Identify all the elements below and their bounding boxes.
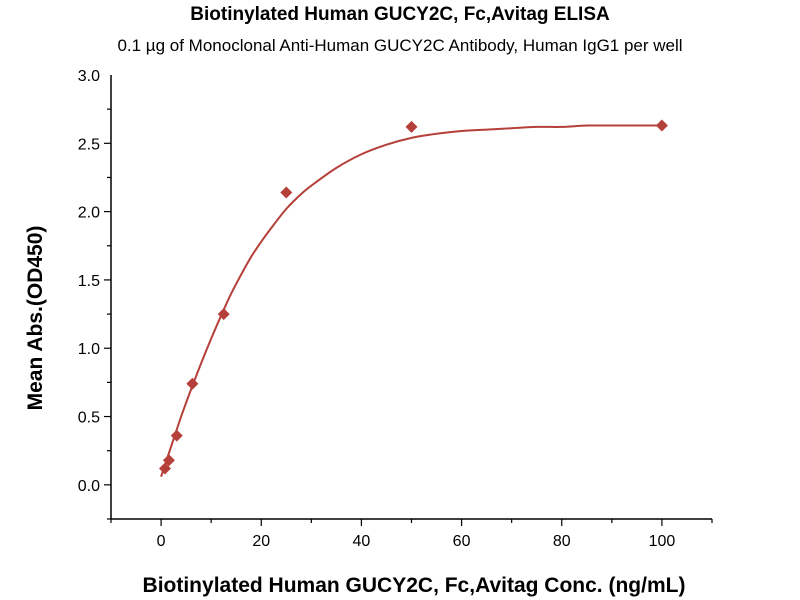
x-tick-label: 60: [453, 533, 471, 550]
y-tick-label: 2.5: [78, 136, 100, 153]
data-point: [405, 120, 418, 133]
y-tick-label: 2.0: [78, 205, 100, 222]
y-tick-label: 1.0: [78, 341, 100, 358]
x-tick-label: 80: [553, 533, 571, 550]
data-point: [655, 119, 668, 132]
x-tick-label: 100: [649, 533, 676, 550]
axes: 0 20 40 60 80 100 0.0 0.5 1.0 1.5 2.0 2.5 3.0: [78, 68, 713, 550]
x-axis-label: Biotinylated Human GUCY2C, Fc,Avitag Con…: [143, 574, 686, 597]
x-tick-label: 20: [252, 533, 270, 550]
data-point: [280, 186, 293, 199]
x-tick-label: 0: [157, 533, 166, 550]
y-tick-label: 0.5: [78, 410, 100, 427]
data-point: [186, 377, 199, 390]
y-tick-label: 3.0: [78, 68, 100, 85]
data-point: [162, 454, 175, 467]
data-points: [158, 119, 668, 475]
y-tick-label: 0.0: [78, 478, 100, 495]
y-ticks: 0.0 0.5 1.0 1.5 2.0 2.5 3.0: [78, 68, 111, 520]
data-point: [158, 462, 171, 475]
y-axis-label: Mean Abs.(OD450): [24, 226, 47, 411]
fit-curve: [160, 124, 662, 477]
data-point: [170, 429, 183, 442]
x-tick-label: 40: [353, 533, 371, 550]
chart-title: Biotinylated Human GUCY2C, Fc,Avitag ELI…: [190, 4, 610, 25]
x-ticks: 0 20 40 60 80 100: [110, 519, 713, 550]
chart-subtitle: 0.1 µg of Monoclonal Anti-Human GUCY2C A…: [117, 36, 683, 55]
data-point: [217, 308, 230, 321]
y-tick-label: 1.5: [78, 273, 100, 290]
